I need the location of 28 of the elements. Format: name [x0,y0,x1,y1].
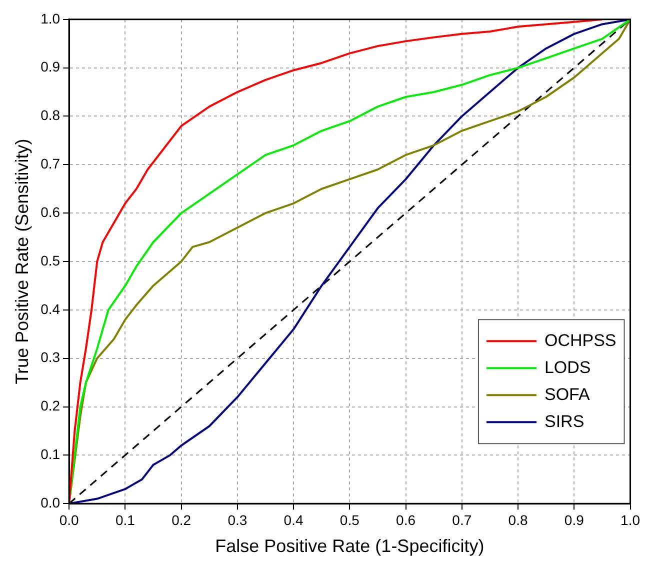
y-tick-label: 0.4 [40,300,60,317]
x-tick-label: 0.9 [564,512,584,528]
x-tick-label: 0.8 [508,512,528,528]
y-tick-label: 0.7 [40,156,60,172]
y-tick-label: 0.6 [40,204,60,220]
y-tick-label: 0.5 [40,252,60,268]
x-tick-label: 0.4 [284,512,304,528]
y-tick-label: 1.0 [40,10,60,26]
x-tick-label: 0.3 [228,512,248,528]
x-tick-label: 0.2 [172,512,192,528]
y-axis-title: True Positive Rate (Sensitivity) [12,138,32,384]
y-tick-label: 0.3 [40,349,60,366]
x-tick-label: 0.5 [340,512,360,528]
y-tick-label: 0.8 [40,107,60,124]
x-tick-label: 0.6 [396,512,416,528]
x-tick-label: 0.1 [115,512,136,528]
legend-label: OCHPSS [544,330,616,350]
y-tick-label: 0.9 [40,58,60,75]
legend-label: LODS [544,358,591,377]
y-tick-label: 0.0 [40,494,60,510]
x-tick-label: 0.7 [452,512,472,528]
y-tick-label: 0.1 [40,446,60,462]
legend-label: SIRS [544,412,584,431]
x-tick-label: 0.0 [59,512,80,528]
x-tick-label: 1.0 [620,512,640,528]
y-tick-label: 0.2 [40,398,60,414]
x-axis-title: False Positive Rate (1-Specificity) [215,536,484,556]
legend-label: SOFA [544,384,590,404]
